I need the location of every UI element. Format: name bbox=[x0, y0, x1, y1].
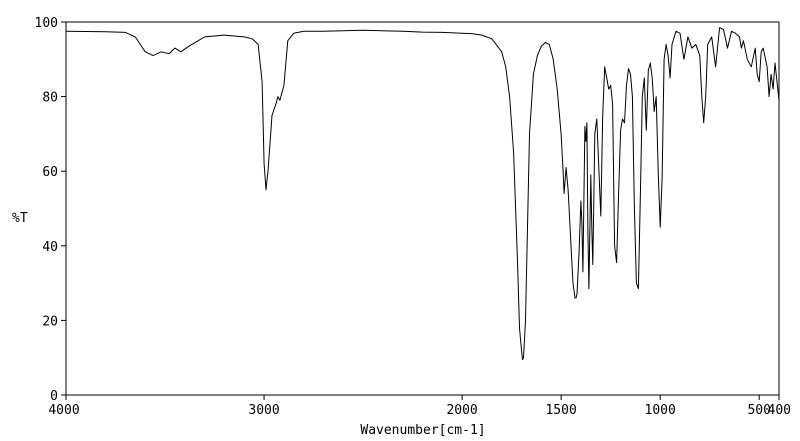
x-tick-label: 3000 bbox=[248, 403, 279, 418]
x-tick-label: 400 bbox=[768, 403, 791, 418]
spectrum-line bbox=[65, 27, 780, 361]
plot-area-frame bbox=[65, 21, 780, 396]
y-axis-title: %T bbox=[12, 211, 28, 226]
x-tick-label: 500 bbox=[747, 403, 770, 418]
x-tick-label: 4000 bbox=[48, 403, 79, 418]
x-tick-label: 1500 bbox=[545, 403, 576, 418]
y-tick-label: 20 bbox=[42, 314, 58, 329]
y-tick-label: 100 bbox=[35, 16, 58, 31]
y-tick-label: 60 bbox=[42, 165, 58, 180]
y-tick-label: 80 bbox=[42, 91, 58, 106]
x-tick-label: 1000 bbox=[645, 403, 676, 418]
series-layer bbox=[65, 27, 780, 361]
y-tick-label: 40 bbox=[42, 240, 58, 255]
x-axis-title: Wavenumber[cm-1] bbox=[360, 423, 485, 438]
y-axis-ticks: 0 20 40 60 80 100 bbox=[35, 16, 66, 404]
x-tick-label: 2000 bbox=[446, 403, 477, 418]
y-tick-label: 0 bbox=[50, 389, 58, 404]
